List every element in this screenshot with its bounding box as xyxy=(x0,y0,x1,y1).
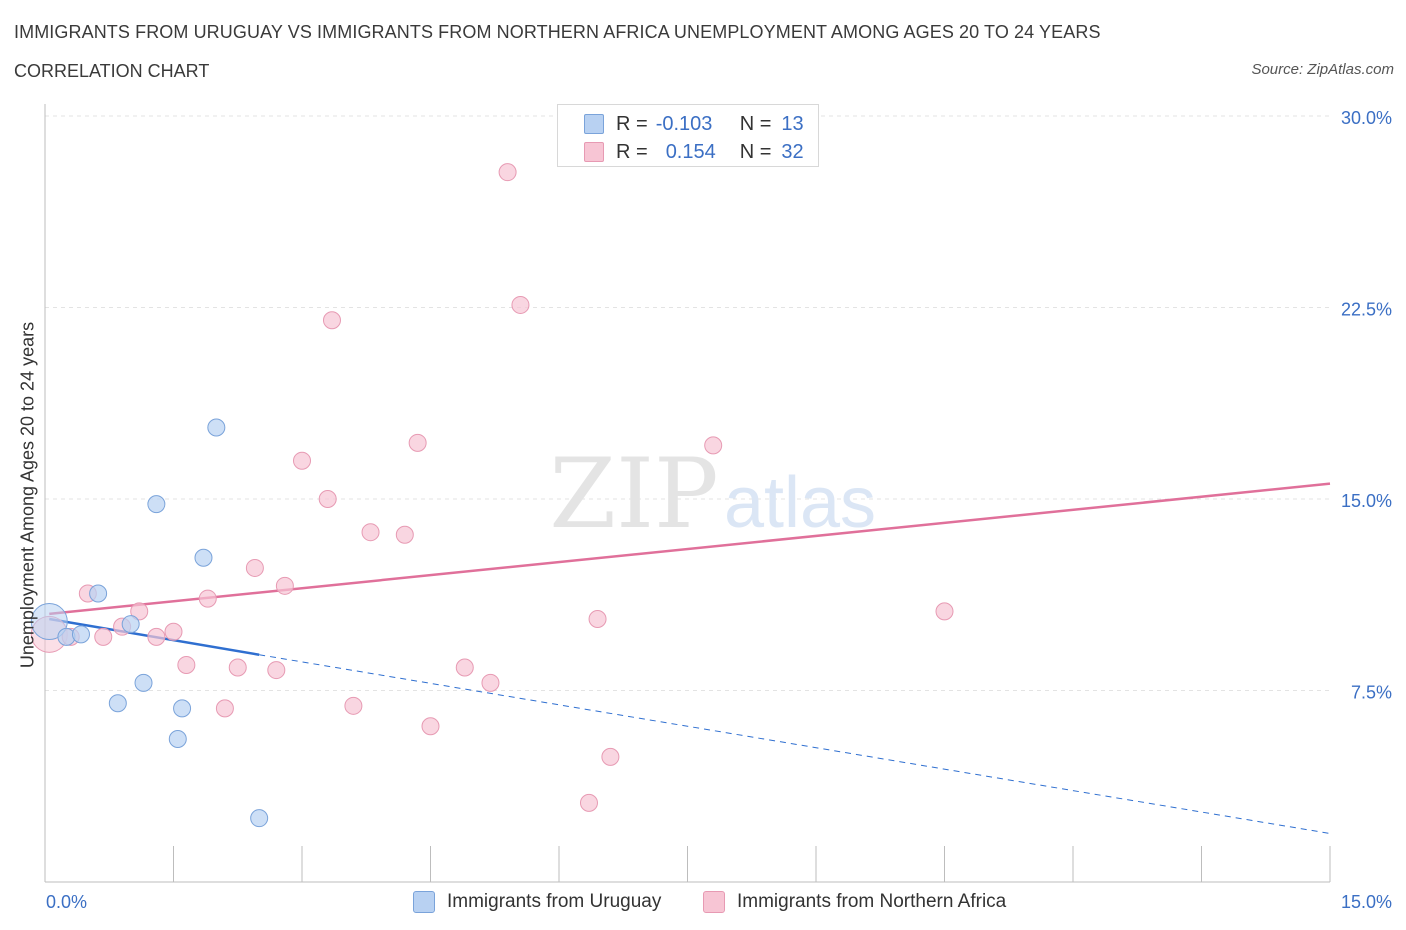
uruguay-point xyxy=(194,548,213,567)
x-tick-label: 15.0% xyxy=(1341,892,1392,912)
nafrica-point xyxy=(421,717,440,736)
nafrica-point xyxy=(481,673,500,692)
nafrica-point xyxy=(177,655,196,674)
uruguay-point xyxy=(173,699,192,718)
watermark-atlas: atlas xyxy=(724,463,876,543)
watermark: ZIP atlas xyxy=(549,438,876,550)
axes xyxy=(44,104,1331,883)
legend-n-value: 32 xyxy=(781,140,804,163)
nafrica-point xyxy=(601,747,620,766)
uruguay-point xyxy=(147,495,166,514)
nafrica-point xyxy=(94,627,113,646)
nafrica-point xyxy=(275,576,294,595)
legend-n-value: 13 xyxy=(781,112,804,135)
legend-r-value: -0.103 xyxy=(655,112,713,135)
nafrica-point xyxy=(361,523,380,542)
legend-swatch-nafrica xyxy=(584,142,604,162)
uruguay-point xyxy=(71,625,90,644)
uruguay-point xyxy=(168,730,187,749)
legend-swatch-uruguay xyxy=(584,114,604,134)
nafrica-point xyxy=(318,490,337,508)
uruguay-point xyxy=(89,584,108,603)
uruguay-point xyxy=(134,673,153,692)
nafrica-point xyxy=(147,627,166,646)
legend-r-value: 0.154 xyxy=(665,140,716,163)
nafrica-point xyxy=(588,610,607,629)
nafrica-point xyxy=(130,602,149,621)
bottom-legend-swatch-nafrica xyxy=(703,891,725,913)
y-tick-label: 15.0% xyxy=(1341,491,1392,511)
y-tick-label: 22.5% xyxy=(1341,300,1392,320)
source-credit: Source: ZipAtlas.com xyxy=(1251,61,1394,78)
nafrica-point xyxy=(498,163,517,182)
nafrica-trendline xyxy=(49,482,1331,616)
nafrica-point xyxy=(198,589,217,608)
nafrica-point xyxy=(344,696,363,715)
tick-labels: 7.5% 15.0% 22.5% 30.0% 0.0% 15.0% xyxy=(46,108,1392,912)
bottom-legend-nafrica: Immigrants from Northern Africa xyxy=(703,888,1006,916)
bottom-legend-label-uruguay: Immigrants from Uruguay xyxy=(447,891,662,912)
uruguay-point xyxy=(108,694,127,713)
nafrica-point xyxy=(267,661,286,680)
nafrica-point xyxy=(164,622,183,641)
watermark-zip: ZIP xyxy=(549,438,718,550)
nafrica-point xyxy=(935,602,954,621)
nafrica-point xyxy=(579,793,598,812)
nafrica-point xyxy=(408,433,427,452)
bottom-legend-uruguay: Immigrants from Uruguay xyxy=(413,888,661,916)
legend-n-label: N = xyxy=(739,140,772,163)
nafrica-point xyxy=(245,558,264,577)
legend-n-label: N = xyxy=(739,112,772,135)
legend-r-label: R = xyxy=(616,112,648,135)
y-axis-label: Unemployment Among Ages 20 to 24 years xyxy=(17,321,38,669)
nafrica-point xyxy=(511,295,530,314)
y-tick-label: 30.0% xyxy=(1341,108,1392,128)
uruguay-trendline-extension xyxy=(259,654,1331,834)
bottom-legend-swatch-uruguay xyxy=(413,891,435,913)
nafrica-point xyxy=(293,451,311,470)
gridlines xyxy=(45,115,1330,691)
legend-row-uruguay: R = -0.103 N = 13 xyxy=(584,111,804,137)
nafrica-point xyxy=(228,658,247,677)
uruguay-point xyxy=(30,603,68,641)
nafrica-point xyxy=(322,311,341,330)
legend-row-nafrica: R = 0.154 N = 32 xyxy=(584,139,804,165)
chart-title: IMMIGRANTS FROM URUGUAY VS IMMIGRANTS FR… xyxy=(14,22,1101,42)
uruguay-point xyxy=(121,615,140,634)
nafrica-point xyxy=(455,658,474,677)
uruguay-point xyxy=(207,418,226,437)
nafrica-point xyxy=(704,436,723,455)
nafrica-point xyxy=(215,699,234,718)
legend-r-label: R = xyxy=(616,140,648,163)
y-tick-label: 7.5% xyxy=(1351,683,1392,703)
x-tick-label: 0.0% xyxy=(46,892,87,912)
uruguay-point xyxy=(250,809,269,828)
data-points xyxy=(30,163,954,828)
stats-legend: R = -0.103 N = 13 R = 0.154 N = 32 xyxy=(557,104,819,167)
chart-subtitle: CORRELATION CHART xyxy=(14,61,210,81)
bottom-legend-label-nafrica: Immigrants from Northern Africa xyxy=(737,891,1007,912)
nafrica-point xyxy=(395,525,414,544)
